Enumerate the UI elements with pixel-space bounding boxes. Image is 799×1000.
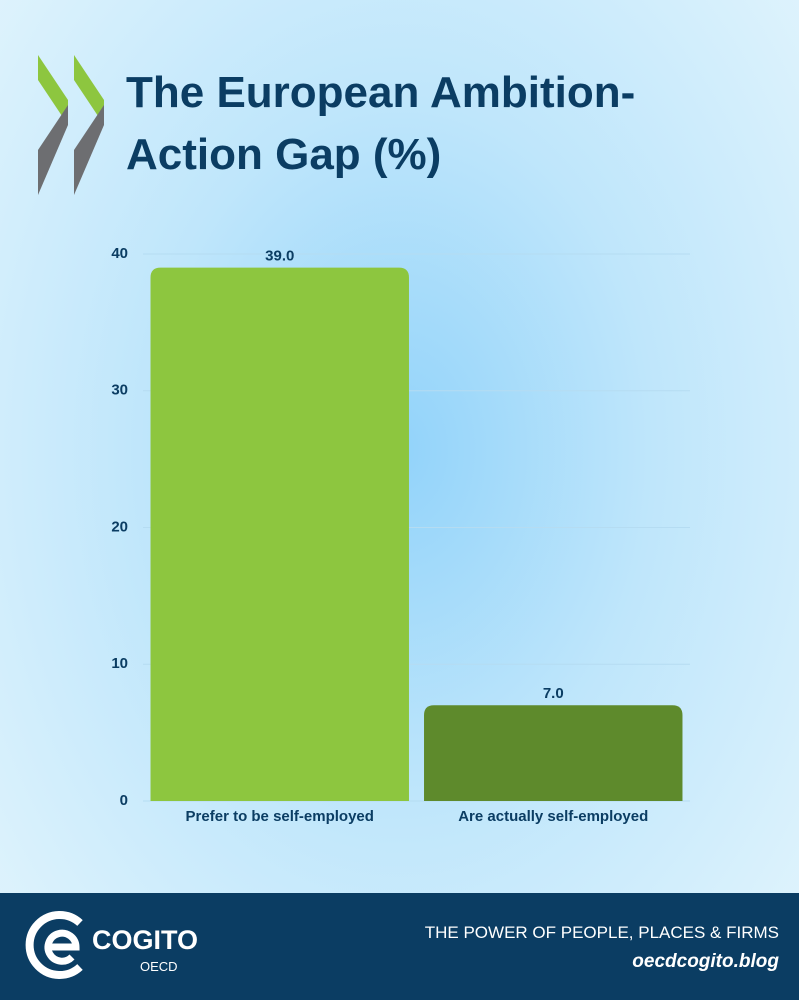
value-label: 39.0	[265, 248, 294, 265]
brand: COGITO	[92, 925, 199, 955]
brand-logo	[25, 911, 83, 979]
y-tick-label: 20	[111, 518, 128, 535]
y-tick-label: 10	[111, 655, 128, 672]
x-tick-label: Are actually self-employed	[458, 808, 648, 825]
y-tick-label: 30	[111, 382, 128, 399]
logo-chevron	[74, 55, 104, 125]
chart-title: The European Ambition-Action Gap (%)	[126, 68, 636, 179]
sub-brand: OECD	[140, 959, 178, 974]
bar	[150, 267, 409, 801]
y-tick-label: 0	[120, 792, 128, 809]
y-tick-label: 40	[111, 245, 128, 262]
chart: 0 10 20 30 40 Prefer to be self-employed 39.0 A…	[38, 55, 690, 825]
value-label: 7.0	[543, 685, 564, 702]
bar	[424, 705, 683, 801]
x-tick-label: Prefer to be self-employed	[186, 808, 374, 825]
url[interactable]: oecdcogito.blog	[632, 951, 779, 972]
tagline: THE POWER OF PEOPLE, PLACES & FIRMS	[424, 923, 779, 942]
footer: COGITO OECD THE POWER OF PEOPLE, PLACES …	[0, 893, 799, 1000]
logo-chevron	[74, 105, 104, 195]
logo-chevron	[38, 105, 68, 195]
logo-chevron	[38, 55, 68, 125]
